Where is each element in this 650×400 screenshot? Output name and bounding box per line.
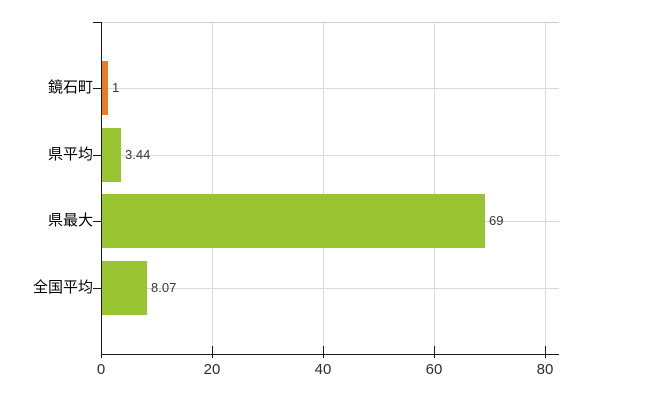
category-label: 全国平均 [32, 279, 93, 296]
y-axis-tick [93, 88, 101, 89]
bar [102, 261, 147, 315]
y-axis-tick [93, 288, 101, 289]
y-axis-tick [93, 22, 101, 23]
category-label: 県最大 [47, 212, 93, 229]
gridline-x [434, 22, 435, 354]
x-tick-label: 20 [203, 361, 221, 378]
gridline-x [323, 22, 324, 354]
x-axis-tick [212, 346, 213, 358]
x-tick-label: 80 [536, 361, 554, 378]
gridline-x [545, 22, 546, 354]
gridline-y [101, 88, 559, 89]
plot-top-border [101, 22, 559, 23]
gridline-x [212, 22, 213, 354]
bar [102, 194, 485, 248]
category-label: 県平均 [47, 146, 93, 163]
x-axis-tick [545, 346, 546, 358]
x-tick-label: 40 [314, 361, 332, 378]
gridline-y [101, 288, 559, 289]
x-axis-tick [323, 346, 324, 358]
gridline-y [101, 155, 559, 156]
bar [102, 128, 121, 182]
y-axis-tick [93, 221, 101, 222]
x-tick-label: 0 [96, 361, 106, 378]
x-axis-tick [434, 346, 435, 358]
value-label: 1 [112, 80, 120, 95]
x-tick-label: 60 [425, 361, 443, 378]
y-axis-line [101, 22, 102, 358]
value-label: 8.07 [151, 280, 177, 295]
bar [102, 61, 108, 115]
x-axis-line [101, 354, 559, 355]
category-label: 鏡石町 [47, 79, 93, 96]
value-label: 69 [489, 213, 504, 228]
x-axis-tick [101, 346, 102, 358]
y-axis-tick [93, 155, 101, 156]
value-label: 3.44 [125, 147, 151, 162]
